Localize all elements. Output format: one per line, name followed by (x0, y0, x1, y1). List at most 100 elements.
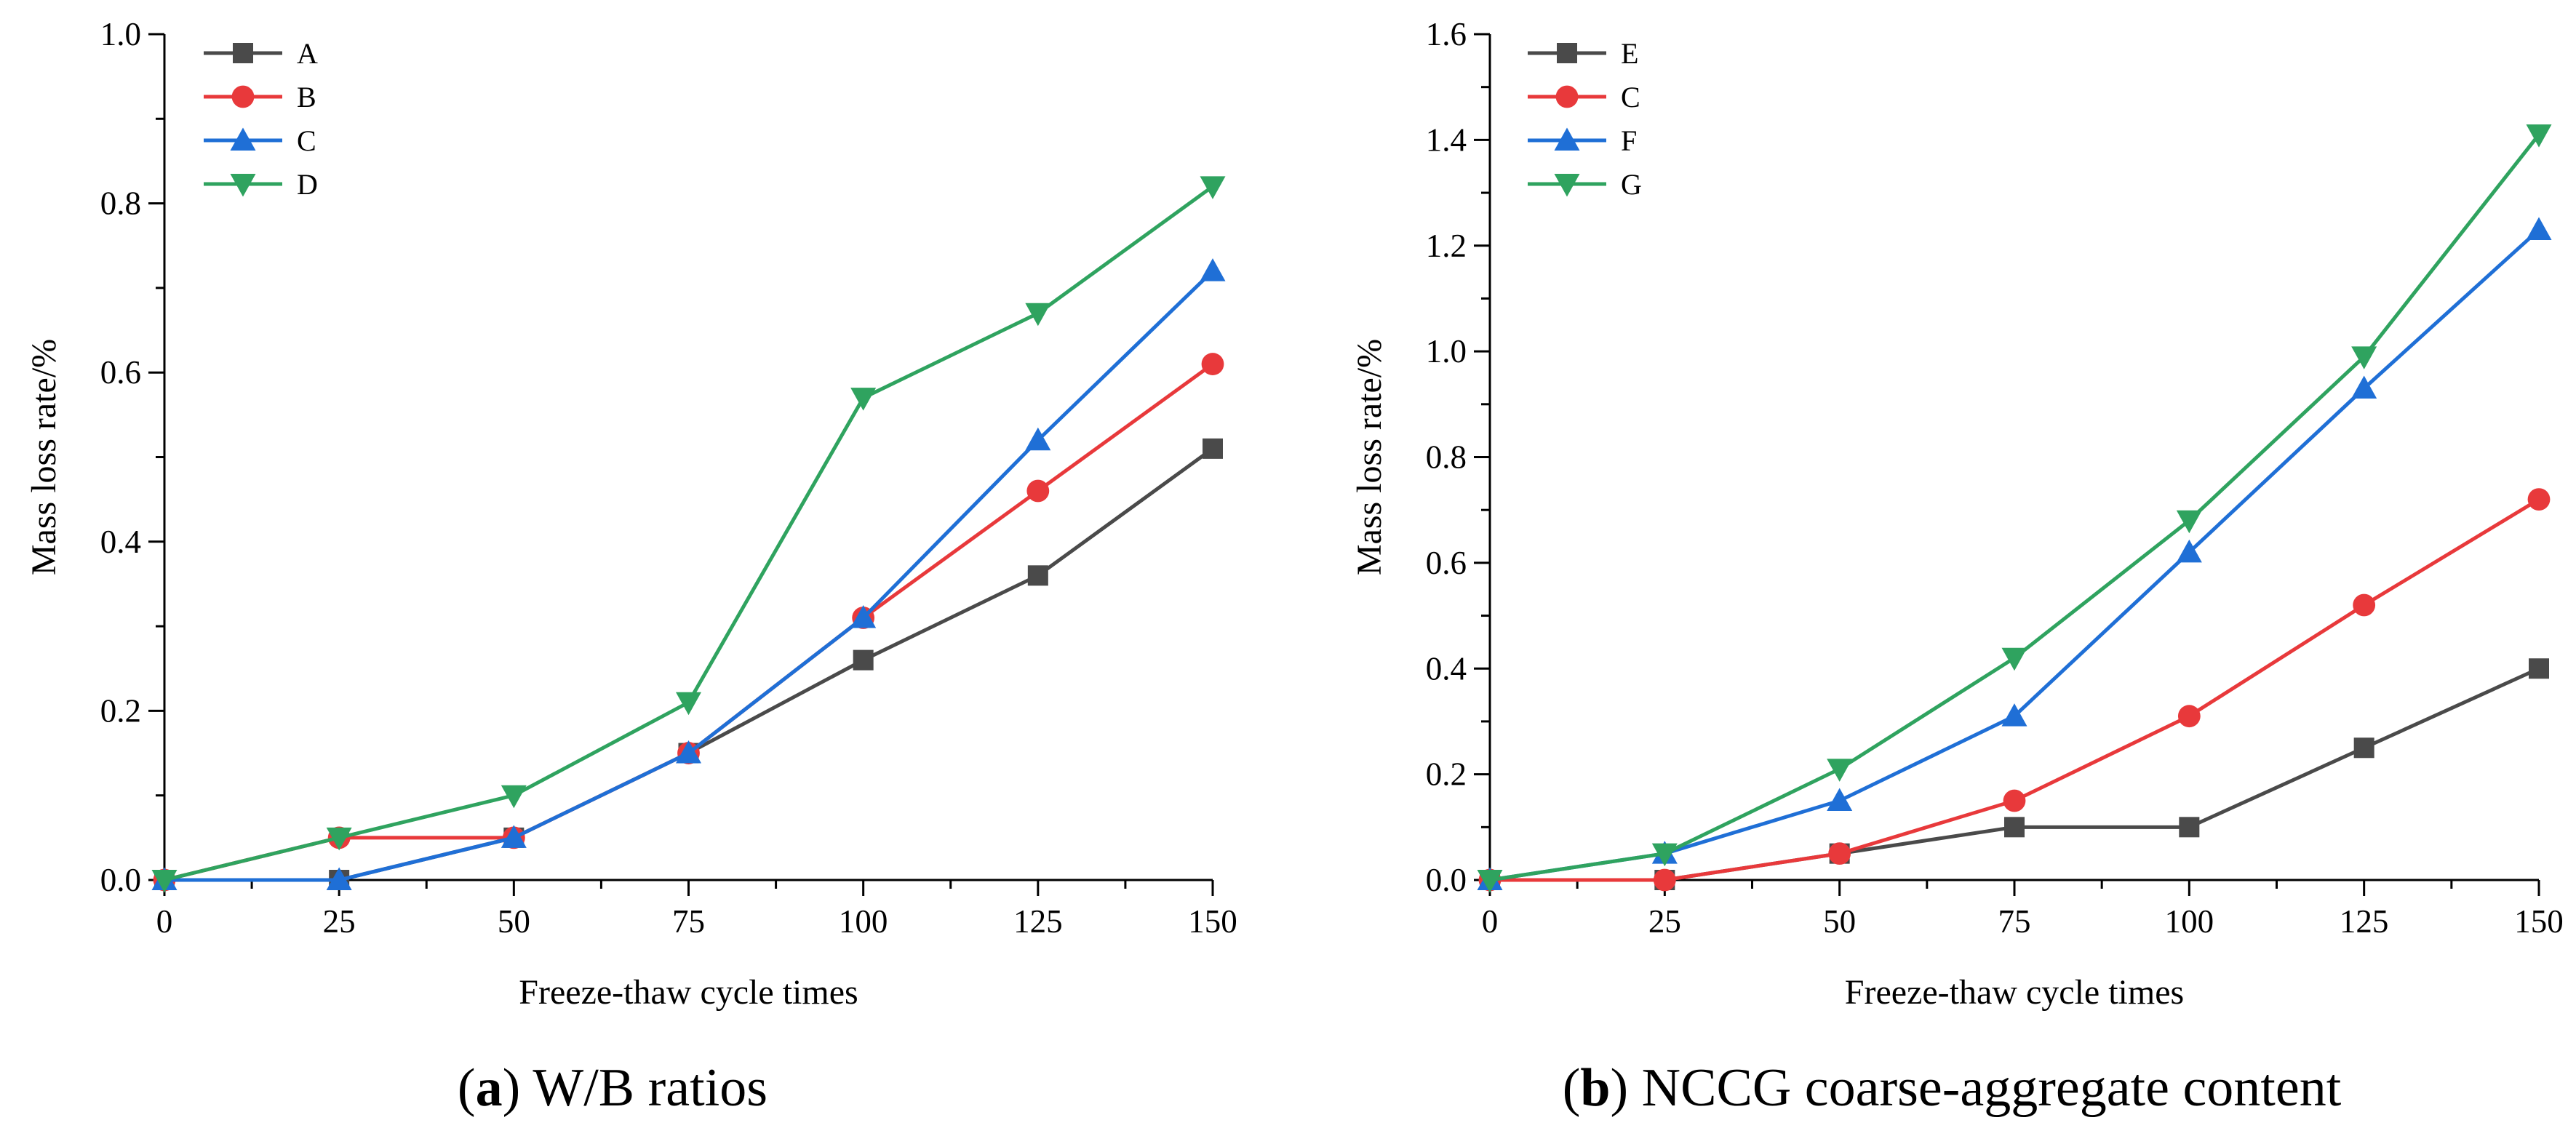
series-b-e-point (2004, 817, 2025, 838)
series-b-c-point (1653, 868, 1676, 892)
legend-item-a-a: A (204, 37, 318, 70)
legend-item-a-d-marker (230, 174, 256, 197)
series-a-d-point (676, 692, 701, 716)
x-tick-label-b: 75 (1998, 903, 2031, 940)
legend-item-b-c-label: C (1621, 81, 1640, 113)
series-b-g-point (2176, 510, 2202, 534)
series-a-d-point (501, 785, 527, 809)
chart-panel-b: 0.0 0.2 0.4 0.6 0.8 1.0 1.2 1.4 1.6 0 25 50 75 100 125… (1350, 16, 2564, 1012)
y-tick-label-a: 0.4 (100, 524, 141, 560)
series-b-e-point (2529, 658, 2549, 679)
series-a-d-point (1025, 303, 1051, 327)
series-b-e-point (2179, 817, 2200, 838)
series-b-g-point (1651, 843, 1678, 867)
series-a-a-line (164, 447, 1214, 882)
series-a-d-point (1200, 176, 1226, 199)
legend-item-a-b-label: B (297, 81, 316, 113)
series-a-d-point (151, 870, 178, 893)
y-tick-label-b: 1.2 (1426, 228, 1467, 264)
legend-item-b-g-label: G (1621, 168, 1642, 201)
y-axis-title-b: Mass loss rate/% (1350, 339, 1389, 575)
legend-item-b-f-label: F (1621, 124, 1637, 157)
legend-item-a-d: D (204, 168, 318, 201)
series-a-b-line (164, 362, 1214, 882)
series-a-c (151, 258, 1226, 890)
series-b-f-point (1827, 788, 1853, 811)
series-b-g-point (1477, 870, 1503, 893)
series-b-e-line (1490, 666, 2540, 882)
x-tick-label-a: 100 (839, 903, 888, 940)
x-tick-label-b: 100 (2165, 903, 2214, 940)
y-tick-label-b: 0.0 (1426, 862, 1467, 898)
y-tick-label-a: 1.0 (100, 16, 141, 52)
series-b-f (1477, 217, 2552, 890)
legend-item-a-d-label: D (297, 168, 318, 201)
series-a-d-point (326, 827, 352, 851)
series-a-c-point (501, 825, 527, 848)
y-tick-label-a: 0.2 (100, 692, 141, 729)
y-tick-label-b: 1.4 (1426, 121, 1467, 158)
series-a-c-point (1200, 258, 1226, 281)
series-a-b-point (1201, 353, 1224, 375)
legend-item-a-c: C (204, 124, 316, 157)
series-a-d-point (850, 388, 877, 411)
legend-item-b-e-label: E (1621, 37, 1638, 70)
caption-b: (b) NCCG coarse-aggregate content (1563, 1058, 2342, 1118)
series-b-e (1480, 658, 2549, 890)
legend-item-a-b: B (204, 81, 316, 113)
legend-item-b-c: C (1528, 81, 1640, 113)
x-tick-label-b: 0 (1482, 903, 1499, 940)
caption-b-letter: b (1580, 1058, 1610, 1118)
legend-item-a-c-marker (230, 127, 256, 151)
series-b-g-line (1489, 133, 2540, 882)
series-b-e-point (2353, 737, 2374, 759)
x-tick-label-a: 150 (1188, 903, 1237, 940)
series-b-f-point (2001, 703, 2027, 727)
series-a-c-line (164, 269, 1214, 882)
series-b-g-point (2526, 124, 2552, 148)
legend-item-a-c-label: C (297, 124, 316, 157)
legend-item-b-e: E (1528, 37, 1638, 70)
series-b-g (1477, 124, 2552, 893)
series-a-a (154, 438, 1223, 890)
series-a-c-point (1025, 427, 1051, 451)
caption-a-text: W/B ratios (533, 1058, 767, 1118)
x-tick-label-b: 150 (2514, 903, 2564, 940)
caption-a-letter: a (476, 1058, 503, 1118)
legend-item-a-b-marker (231, 85, 255, 108)
series-b-g-point (2001, 647, 2027, 671)
legend-item-a-a-label: A (297, 37, 318, 70)
y-tick-label-b: 0.4 (1426, 650, 1467, 687)
x-axis-title-a: Freeze-thaw cycle times (519, 973, 858, 1012)
x-tick-label-a: 125 (1013, 903, 1063, 940)
series-b-f-point (2526, 217, 2552, 240)
legend-item-b-c-marker (1555, 85, 1579, 108)
y-tick-label-b: 0.2 (1426, 756, 1467, 793)
series-b-c-point (2527, 488, 2551, 511)
series-a-a-point (853, 649, 874, 671)
series-b-g-point (1827, 759, 1853, 782)
legend-item-b-g: G (1528, 168, 1642, 201)
chart-panel-a: 0.0 0.2 0.4 0.6 0.8 1.0 0 25 50 75 100 125 150 Freeze… (25, 16, 1237, 1012)
x-tick-label-a: 75 (672, 903, 705, 940)
y-tick-label-b: 1.0 (1426, 333, 1467, 369)
legend-item-b-f-marker (1554, 127, 1580, 151)
y-tick-label-a: 0.8 (100, 185, 141, 222)
caption-a: (a) W/B ratios (458, 1058, 767, 1118)
y-tick-label-b: 1.6 (1426, 16, 1467, 52)
x-tick-label-a: 50 (498, 903, 530, 940)
caption-b-text: NCCG coarse-aggregate content (1642, 1058, 2342, 1118)
series-b-c-point (2353, 593, 2376, 617)
y-tick-label-a: 0.6 (100, 354, 141, 391)
legend-item-b-g-marker (1554, 174, 1580, 197)
y-axis-title-a: Mass loss rate/% (25, 339, 63, 575)
y-tick-label-a: 0.0 (100, 862, 141, 898)
legend-item-b-f: F (1528, 124, 1637, 157)
series-b-c-point (2003, 789, 2026, 812)
series-a-d-line (164, 185, 1214, 882)
legend-item-a-a-marker (233, 43, 253, 63)
x-tick-label-a: 0 (156, 903, 173, 940)
series-a-d (151, 176, 1226, 893)
